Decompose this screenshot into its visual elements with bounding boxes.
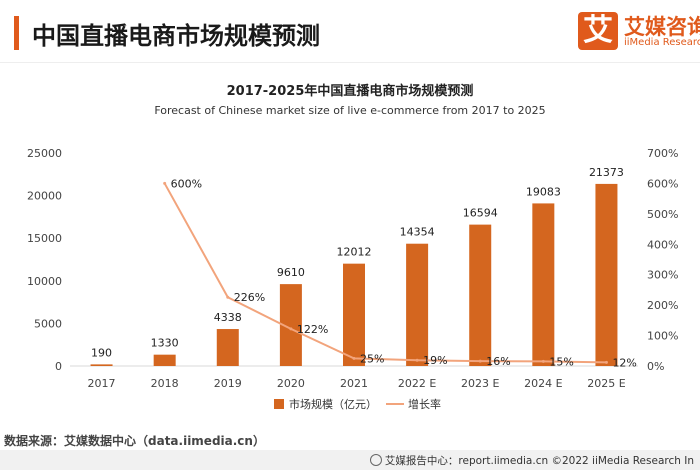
footer-bar	[0, 450, 700, 470]
bar	[406, 243, 429, 366]
bar-value-label: 14354	[400, 226, 435, 239]
bar-value-label: 19083	[526, 185, 561, 198]
growth-label: 122%	[297, 323, 328, 336]
y2-tick-label: 100%	[647, 330, 678, 343]
growth-label: 16%	[486, 355, 510, 368]
x-tick-label: 2024 E	[524, 377, 562, 390]
bar	[343, 263, 365, 366]
y-tick-label: 0	[55, 360, 62, 373]
growth-label: 12%	[612, 356, 636, 369]
growth-label: 15%	[549, 355, 573, 368]
x-tick-label: 2023 E	[461, 377, 499, 390]
page-title: 中国直播电商市场规模预测	[32, 22, 320, 50]
logo-text-en: iiMedia Research	[624, 37, 700, 48]
growth-point	[289, 327, 293, 331]
chart-subtitle: Forecast of Chinese market size of live …	[154, 104, 546, 117]
chart-title: 2017-2025年中国直播电商市场规模预测	[226, 84, 474, 99]
growth-point	[478, 359, 482, 363]
footer: 艾媒报告中心：report.iimedia.cn ©2022 iiMedia R…	[369, 453, 694, 468]
bar	[469, 224, 492, 366]
legend-line-label: 增长率	[408, 397, 441, 411]
y-tick-label: 5000	[34, 317, 62, 330]
growth-label: 25%	[360, 352, 384, 365]
y-tick-label: 25000	[27, 147, 62, 160]
x-tick-label: 2019	[214, 377, 242, 390]
bar	[153, 354, 176, 366]
y2-tick-label: 200%	[647, 299, 678, 312]
bar-value-label: 190	[91, 346, 112, 359]
x-tick-label: 2018	[151, 377, 179, 390]
bar-value-label: 4338	[214, 311, 242, 324]
y-tick-label: 15000	[27, 232, 62, 245]
growth-label: 226%	[234, 291, 265, 304]
growth-label: 19%	[423, 354, 447, 367]
y2-tick-label: 400%	[647, 238, 678, 251]
y2-tick-label: 600%	[647, 177, 678, 190]
y2-tick-label: 700%	[647, 147, 678, 160]
bar-value-label: 21373	[589, 166, 624, 179]
y-tick-label: 20000	[27, 190, 62, 203]
logo-text-cn: 艾媒咨询	[624, 15, 700, 39]
y-tick-label: 10000	[27, 275, 62, 288]
growth-point	[604, 360, 608, 364]
footer-text: 艾媒报告中心：report.iimedia.cn ©2022 iiMedia R…	[384, 455, 694, 467]
bar	[90, 364, 113, 366]
growth-point	[352, 356, 356, 360]
y2-tick-label: 500%	[647, 208, 678, 221]
bar	[532, 203, 555, 366]
legend-bar-label: 市场规模（亿元）	[289, 397, 377, 411]
logo-icon: 艾	[578, 12, 618, 50]
x-tick-label: 2022 E	[398, 377, 436, 390]
bar-value-label: 16594	[463, 207, 498, 220]
x-tick-label: 2017	[88, 377, 116, 390]
growth-point	[163, 181, 167, 185]
title-accent-bar	[14, 16, 19, 50]
header-divider	[0, 62, 700, 63]
growth-point	[226, 295, 230, 299]
bar	[595, 183, 618, 366]
x-tick-label: 2025 E	[587, 377, 625, 390]
data-source: 数据来源：艾媒数据中心（data.iimedia.cn）	[4, 434, 265, 448]
chart: 0 5000 10000 15000 20000 25000 0% 100% 200% 300% 4…	[27, 147, 678, 411]
bar-value-label: 1330	[151, 337, 179, 350]
growth-label: 600%	[171, 177, 202, 190]
bar	[216, 329, 239, 366]
growth-point	[415, 358, 419, 362]
bar-value-label: 12012	[337, 246, 372, 259]
growth-line	[163, 182, 607, 364]
legend-bar-swatch	[274, 399, 284, 409]
x-tick-label: 2020	[277, 377, 305, 390]
x-tick-label: 2021	[340, 377, 368, 390]
y2-tick-label: 300%	[647, 269, 678, 282]
globe-icon	[369, 454, 382, 466]
growth-point	[541, 359, 545, 363]
bar	[279, 284, 302, 366]
y2-tick-label: 0%	[647, 360, 664, 373]
bar-value-label: 9610	[277, 266, 305, 279]
